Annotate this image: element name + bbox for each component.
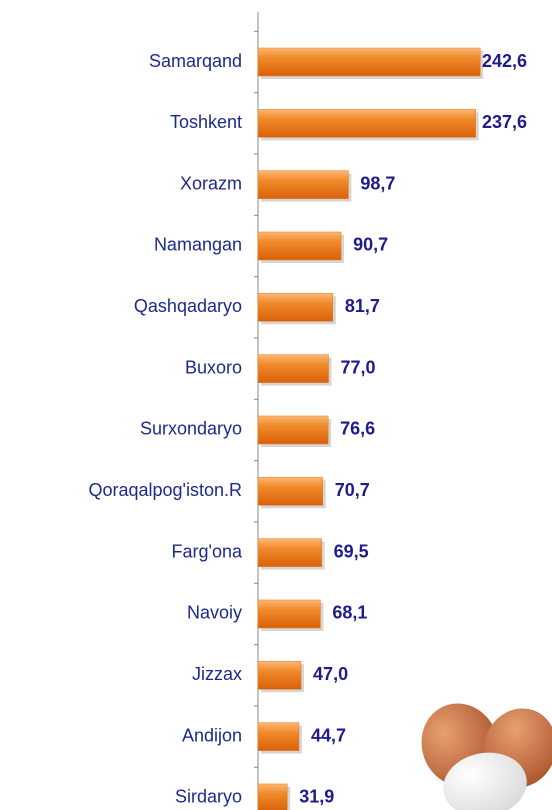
category-label: Qoraqalpog'iston.R [88, 480, 242, 500]
category-label: Jizzax [192, 664, 242, 684]
category-label: Samarqand [149, 51, 242, 71]
value-label: 81,7 [345, 296, 380, 316]
bar [257, 599, 321, 629]
bar [257, 538, 322, 567]
bar [257, 109, 476, 138]
category-label: Farg'ona [172, 541, 243, 561]
bar [257, 722, 300, 751]
value-label: 68,1 [332, 603, 367, 623]
eggs-illustration [421, 703, 552, 810]
value-label: 90,7 [353, 235, 388, 255]
category-label: Sirdaryo [175, 787, 242, 807]
value-label: 47,0 [313, 664, 348, 684]
bar [257, 661, 302, 690]
category-label: Surxondaryo [140, 419, 242, 439]
category-label: Namangan [154, 235, 242, 255]
value-label: 242,6 [482, 51, 527, 71]
bar [257, 293, 334, 322]
value-label: 70,7 [335, 480, 370, 500]
bar [257, 477, 324, 506]
value-label: 44,7 [311, 725, 346, 745]
bar [257, 783, 288, 810]
bar [257, 231, 342, 261]
value-label: 76,6 [340, 419, 375, 439]
category-label: Xorazm [180, 173, 242, 193]
category-label: Navoiy [187, 603, 242, 623]
category-label: Buxoro [185, 357, 242, 377]
bar [257, 170, 349, 199]
category-label: Andijon [182, 725, 242, 745]
value-label: 31,9 [299, 787, 334, 807]
value-label: 237,6 [482, 112, 527, 132]
value-label: 77,0 [341, 357, 376, 377]
category-label: Toshkent [170, 112, 242, 132]
bar [257, 415, 329, 445]
category-label: Qashqadaryo [134, 296, 242, 316]
value-label: 69,5 [334, 541, 369, 561]
bar [257, 47, 481, 77]
value-label: 98,7 [360, 173, 395, 193]
bar [257, 354, 329, 383]
